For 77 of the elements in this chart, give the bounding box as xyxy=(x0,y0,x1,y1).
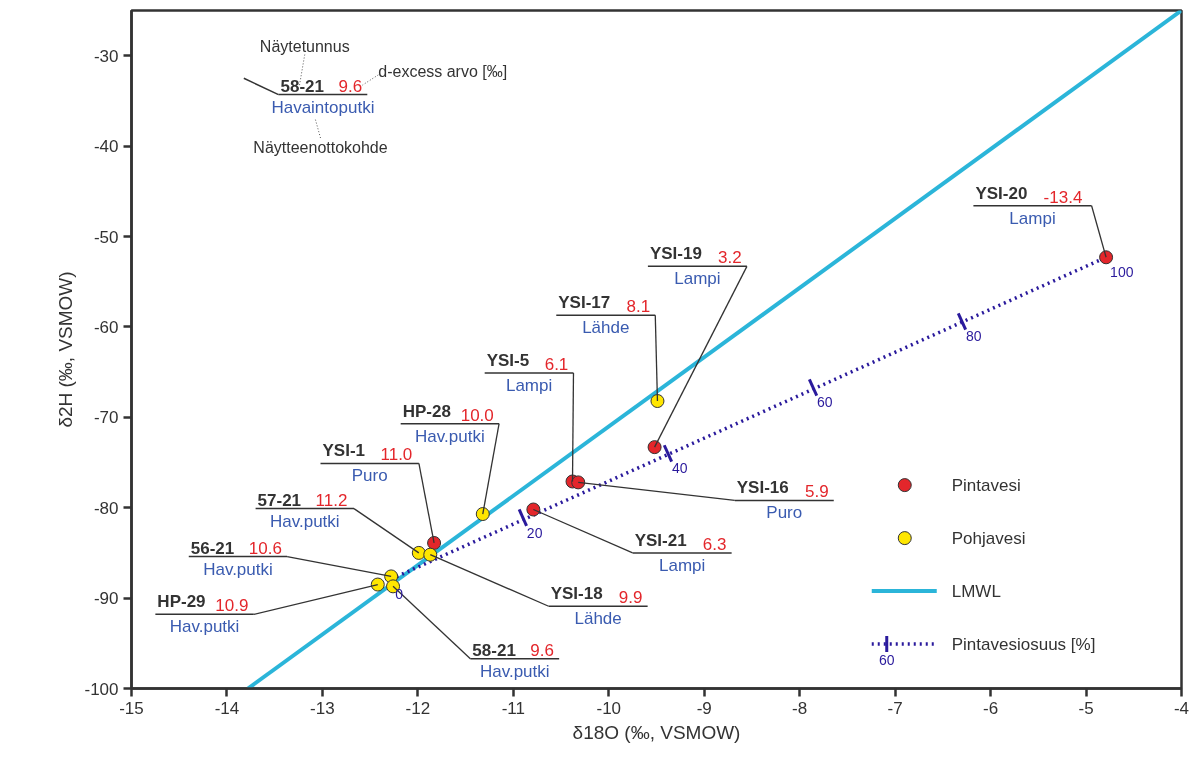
annotation: 11.0 xyxy=(380,445,413,465)
x-tick-label: -4 xyxy=(1173,698,1190,718)
annotation: HP-29 xyxy=(157,592,206,612)
annotation: 58-21 xyxy=(280,76,324,96)
annotation: YSI-19 xyxy=(649,244,702,264)
annotation: 57-21 xyxy=(257,490,302,510)
annotation: HP-28 xyxy=(402,401,451,421)
annotation: 9.9 xyxy=(618,588,643,608)
annotation: YSI-21 xyxy=(634,530,687,550)
annotation: Havaintoputki xyxy=(271,97,375,117)
annotation: 8.1 xyxy=(626,297,651,317)
y-tick-label: -50 xyxy=(93,227,119,247)
annotation: Hav.putki xyxy=(415,426,485,446)
annotation: Lähde xyxy=(574,609,622,629)
annotation: YSI-20 xyxy=(975,183,1028,203)
annotation: YSI-17 xyxy=(558,293,611,313)
annotation: Puro xyxy=(351,466,388,486)
annotation: Hav.putki xyxy=(479,661,550,681)
annotation: 9.6 xyxy=(530,640,554,660)
annotation: YSI-1 xyxy=(322,441,366,461)
legend-label: Pintavesi xyxy=(951,475,1021,495)
x-tick-label: -12 xyxy=(405,698,431,718)
annotation: Hav.putki xyxy=(169,617,240,637)
legend-label: Pintavesiosuus [%] xyxy=(951,634,1096,654)
annotation: YSI-18 xyxy=(550,584,603,604)
annotation: Puro xyxy=(766,503,803,523)
annotation: Näytteenottokohde xyxy=(253,139,388,157)
x-tick-label: -7 xyxy=(887,698,903,718)
annotation: Hav.putki xyxy=(203,559,273,579)
annotation: d-excess arvo [‰] xyxy=(378,63,508,81)
x-tick-label: -11 xyxy=(501,698,525,718)
y-tick-label: -90 xyxy=(93,589,119,609)
annotation: Hav.putki xyxy=(269,511,340,531)
x-tick-label: -10 xyxy=(596,698,622,718)
annotation: 60 xyxy=(817,394,833,411)
y-tick-label: -80 xyxy=(93,498,119,518)
y-tick-label: -100 xyxy=(84,679,119,699)
annotation: YSI-5 xyxy=(486,351,530,370)
y-tick-label: -60 xyxy=(93,317,119,337)
x-tick-label: -15 xyxy=(119,698,144,718)
x-tick-label: -5 xyxy=(1078,698,1094,718)
y-tick-label: -30 xyxy=(93,46,119,66)
legend-label: LMWL xyxy=(951,581,1001,601)
y-tick-label: -70 xyxy=(93,408,119,428)
annotation: 10.6 xyxy=(248,538,282,558)
annotation: 40 xyxy=(671,460,688,477)
x-tick-label: -13 xyxy=(310,698,335,718)
annotation: 80 xyxy=(965,328,982,345)
annotation: 56-21 xyxy=(190,538,235,558)
annotation: 58-21 xyxy=(472,640,516,660)
x-tick-label: -6 xyxy=(983,698,999,718)
annotation: 3.2 xyxy=(718,248,742,268)
legend-label: Pohjavesi xyxy=(951,528,1026,548)
annotation: YSI-16 xyxy=(736,478,789,498)
x-tick-label: -9 xyxy=(696,698,712,718)
annotation: Näytetunnus xyxy=(259,37,350,55)
annotation: 10.0 xyxy=(460,405,494,425)
annotation: 60 xyxy=(878,652,895,669)
annotation: 20 xyxy=(526,524,543,541)
x-axis-title: δ18O (‰, VSMOW) xyxy=(572,721,741,743)
annotation: -13.4 xyxy=(1043,187,1083,207)
annotation: Lampi xyxy=(505,376,553,395)
annotation: Lähde xyxy=(582,318,630,338)
annotation: 6.1 xyxy=(544,355,569,374)
annotation: Lampi xyxy=(1009,208,1056,228)
x-tick-label: -14 xyxy=(214,698,240,718)
annotation: 11.2 xyxy=(315,490,348,510)
x-tick-label: -8 xyxy=(792,698,808,718)
annotation: 10.9 xyxy=(215,596,249,616)
annotation: Lampi xyxy=(674,269,721,289)
annotation: 100 xyxy=(1110,264,1134,281)
annotation: 9.6 xyxy=(338,76,363,96)
annotation: 5.9 xyxy=(804,482,829,502)
annotation: 6.3 xyxy=(702,534,727,554)
y-axis-title: δ2H (‰, VSMOW) xyxy=(55,271,77,428)
y-tick-label: -40 xyxy=(93,137,119,157)
annotation: Lampi xyxy=(658,555,706,575)
